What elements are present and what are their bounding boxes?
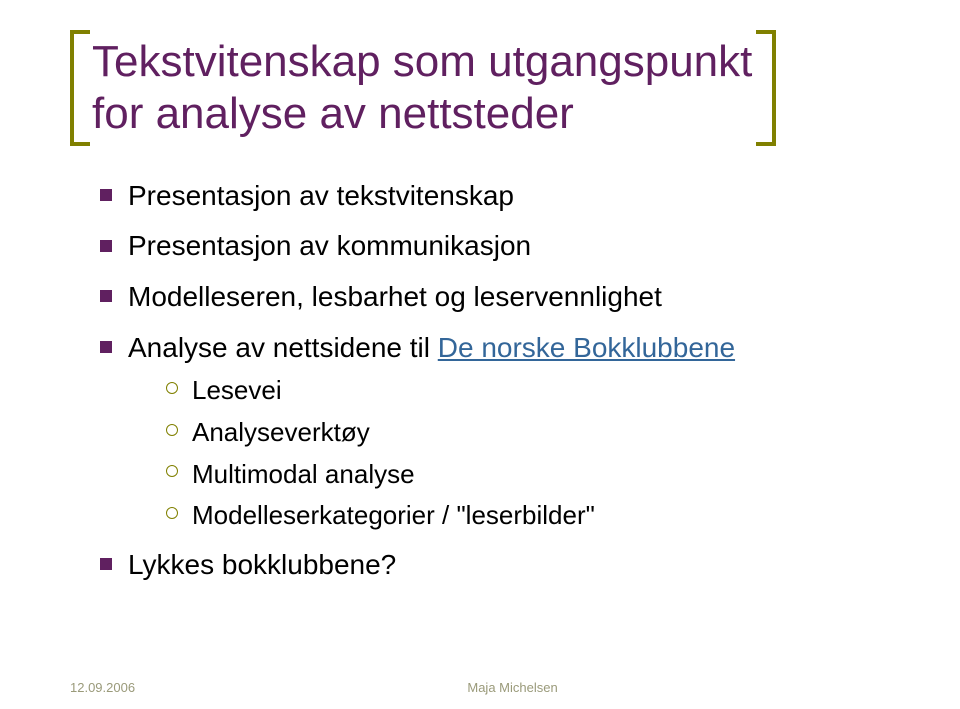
slide-footer: 12.09.2006 Maja Michelsen: [70, 680, 890, 695]
list-item: Analyseverktøy: [164, 414, 890, 452]
bracket-right-icon: [756, 30, 776, 146]
bracket-left-icon: [70, 30, 90, 146]
list-item: Modelleseren, lesbarhet og leservennligh…: [94, 277, 890, 318]
bullet-text: Presentasjon av tekstvitenskap: [128, 180, 514, 211]
link-de-norske-bokklubbene[interactable]: De norske Bokklubbene: [438, 332, 735, 363]
bullet-list: Presentasjon av tekstvitenskap Presentas…: [94, 176, 890, 586]
slide-content: Presentasjon av tekstvitenskap Presentas…: [70, 176, 890, 586]
slide: Tekstvitenskap som utgangspunkt for anal…: [0, 0, 960, 709]
list-item: Analyse av nettsidene til De norske Bokk…: [94, 328, 890, 535]
list-item: Multimodal analyse: [164, 456, 890, 494]
title-block: Tekstvitenskap som utgangspunkt for anal…: [70, 30, 776, 146]
footer-author: Maja Michelsen: [70, 680, 890, 695]
slide-title: Tekstvitenskap som utgangspunkt for anal…: [92, 36, 752, 140]
list-item: Presentasjon av kommunikasjon: [94, 226, 890, 267]
list-item: Lesevei: [164, 372, 890, 410]
bullet-text-prefix: Analyse av nettsidene til: [128, 332, 438, 363]
bullet-text: Lykkes bokklubbene?: [128, 549, 396, 580]
sub-bullet-text: Modelleserkategorier / "leserbilder": [192, 500, 595, 530]
list-item: Lykkes bokklubbene?: [94, 545, 890, 586]
bullet-text: Modelleseren, lesbarhet og leservennligh…: [128, 281, 662, 312]
list-item: Modelleserkategorier / "leserbilder": [164, 497, 890, 535]
footer-date: 12.09.2006: [70, 680, 135, 695]
sub-bullet-text: Analyseverktøy: [192, 417, 370, 447]
title-line-2: for analyse av nettsteder: [92, 89, 574, 138]
sub-bullet-list: Lesevei Analyseverktøy Multimodal analys…: [128, 372, 890, 535]
sub-bullet-text: Lesevei: [192, 375, 282, 405]
title-line-1: Tekstvitenskap som utgangspunkt: [92, 37, 752, 86]
list-item: Presentasjon av tekstvitenskap: [94, 176, 890, 217]
bullet-text: Presentasjon av kommunikasjon: [128, 230, 531, 261]
sub-bullet-text: Multimodal analyse: [192, 459, 415, 489]
